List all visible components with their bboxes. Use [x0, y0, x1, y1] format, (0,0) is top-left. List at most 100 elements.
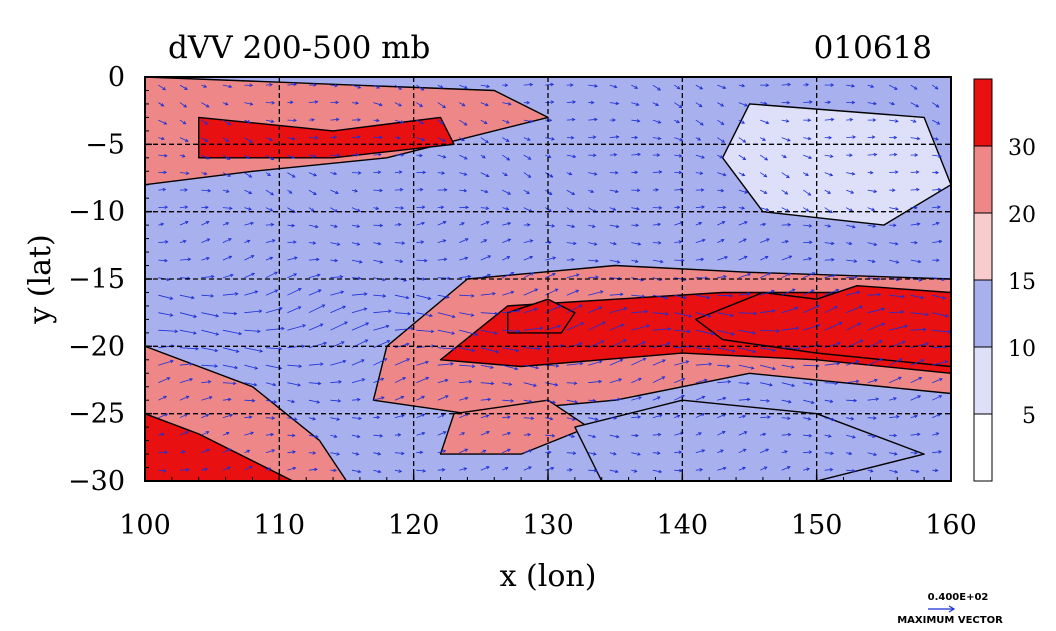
wind-vector — [717, 413, 726, 419]
wind-vector — [588, 242, 597, 245]
wind-vector-head — [786, 174, 790, 179]
wind-vector-head — [314, 434, 319, 439]
wind-vector — [846, 276, 857, 279]
wind-vector-head — [788, 255, 793, 259]
wind-vector-head — [229, 413, 234, 418]
wind-vector-head — [730, 313, 734, 317]
wind-vector-head — [293, 240, 297, 244]
wind-vector — [824, 362, 840, 366]
wind-vector — [265, 417, 275, 419]
wind-vector — [201, 312, 219, 317]
wind-vector — [330, 305, 346, 314]
wind-vector-head — [313, 83, 317, 87]
wind-vector-head — [486, 466, 490, 470]
wind-vector — [416, 119, 424, 124]
wind-vector-head — [615, 135, 620, 139]
wind-vector-head — [593, 242, 598, 246]
wind-vector — [201, 414, 209, 419]
wind-vector-head — [357, 85, 362, 89]
wind-vector — [545, 257, 556, 261]
wind-vector-head — [894, 170, 899, 174]
wind-vector — [781, 273, 791, 279]
wind-vector-head — [681, 394, 685, 399]
wind-vector-head — [344, 321, 348, 325]
wind-vector-head — [421, 205, 426, 210]
wind-vector-head — [873, 101, 877, 106]
wind-vector — [201, 468, 208, 471]
wind-vector — [652, 259, 663, 263]
wind-vector — [416, 329, 434, 332]
wind-vector — [910, 137, 920, 140]
wind-vector — [695, 347, 711, 350]
wind-vector-head — [571, 434, 576, 438]
wind-vector — [609, 102, 619, 105]
wind-vector-head — [248, 207, 252, 211]
wind-vector — [373, 102, 383, 106]
wind-vector-head — [875, 397, 880, 401]
wind-vector-head — [806, 467, 811, 471]
wind-vector-head — [461, 432, 466, 436]
wind-vector-head — [169, 296, 174, 300]
wind-vector-head — [724, 256, 729, 260]
wind-vector — [566, 290, 579, 296]
wind-vector — [932, 346, 948, 349]
wind-vector — [803, 224, 812, 227]
wind-vector — [394, 84, 402, 90]
wind-vector-head — [678, 450, 683, 455]
wind-vector — [609, 307, 627, 314]
wind-vector-head — [160, 103, 165, 107]
x-tick-label: 120 — [388, 510, 440, 541]
wind-vector-head — [698, 103, 703, 108]
wind-vector-head — [405, 342, 410, 347]
wind-vector — [932, 329, 951, 333]
wind-vector-head — [616, 260, 621, 264]
wind-vector-head — [741, 206, 746, 210]
wind-vector — [674, 395, 685, 401]
wind-vector — [158, 469, 166, 472]
wind-vector — [717, 381, 731, 384]
wind-vector — [609, 207, 616, 211]
wind-vector-head — [614, 469, 619, 474]
wind-vector-head — [784, 450, 788, 454]
wind-vector — [351, 207, 361, 212]
wind-vector-head — [678, 153, 683, 158]
wind-vector-head — [614, 171, 619, 175]
wind-vector — [373, 119, 380, 122]
wind-vector-head — [935, 221, 940, 226]
wind-vector — [459, 257, 468, 261]
wind-vector-head — [357, 276, 362, 280]
wind-vector — [803, 84, 809, 86]
wind-vector — [480, 293, 496, 296]
wind-vector-head — [195, 346, 199, 351]
wind-vector — [932, 119, 940, 125]
wind-vector — [566, 274, 579, 279]
wind-vector-head — [634, 85, 639, 89]
wind-vector — [717, 467, 727, 471]
wind-vector-head — [837, 341, 842, 346]
wind-vector — [695, 396, 705, 401]
wind-vector-head — [852, 435, 856, 439]
wind-vector-head — [170, 359, 174, 364]
wind-vector-head — [228, 84, 233, 89]
wind-vector-head — [297, 306, 302, 310]
wind-vector-head — [399, 259, 404, 263]
wind-vector-head — [253, 382, 258, 387]
wind-vector — [373, 294, 386, 297]
wind-vector-head — [915, 469, 920, 474]
wind-vector-head — [249, 465, 253, 470]
wind-vector — [824, 274, 836, 279]
wind-vector-head — [267, 467, 272, 471]
wind-vector-head — [336, 452, 341, 456]
wind-vector — [760, 364, 776, 370]
wind-vector — [566, 154, 576, 158]
wind-vector-head — [507, 415, 511, 419]
wind-vector — [330, 242, 340, 245]
wind-vector-head — [575, 273, 580, 277]
wind-vector-head — [225, 431, 230, 436]
wind-vector-head — [486, 84, 491, 88]
wind-vector-head — [830, 241, 835, 246]
wind-vector-head — [406, 358, 411, 362]
wind-vector-head — [361, 378, 366, 382]
wind-vector-head — [743, 431, 748, 435]
wind-vector-head — [166, 277, 171, 282]
